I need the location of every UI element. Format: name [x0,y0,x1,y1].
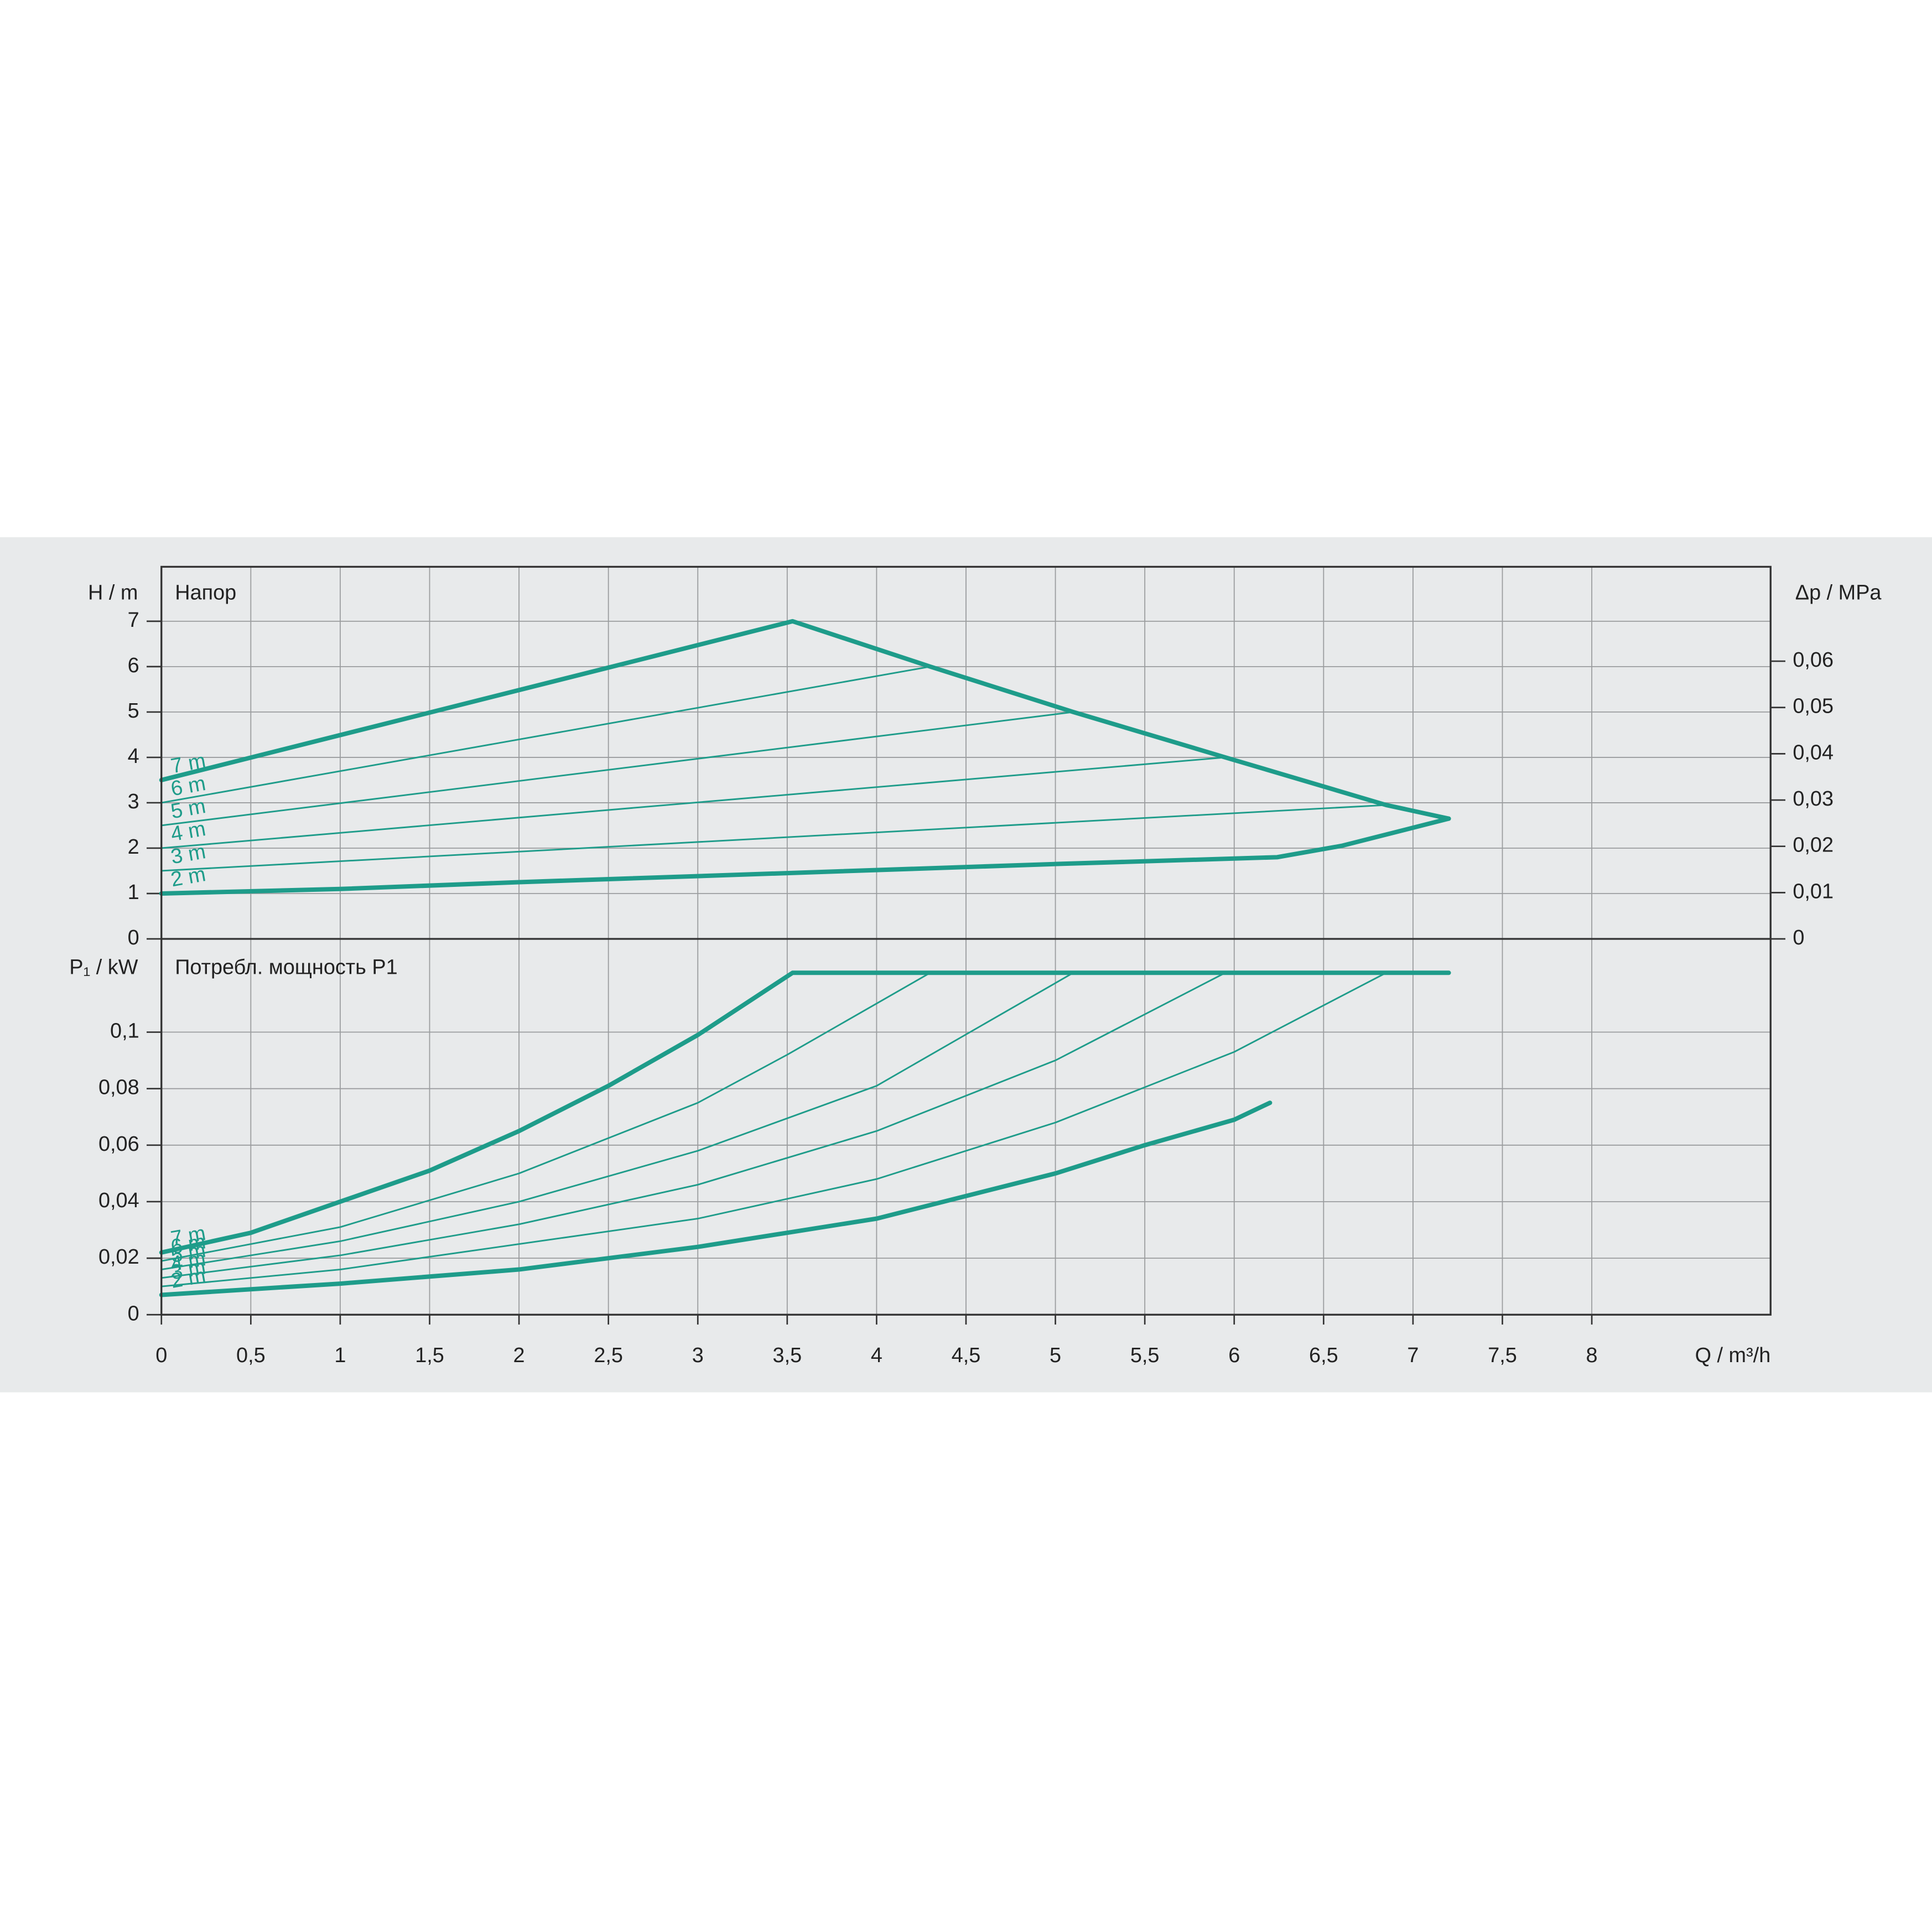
marks: 7 m6 m5 m4 m3 m2 m7 m6 m5 m4 m3 m2 m [159,619,1451,1297]
x-tick-label: 2 [513,1344,525,1367]
series-line [159,816,1451,896]
x-tick-label: 6,5 [1309,1344,1338,1367]
y2-tick-label: 0,03 [1793,787,1834,811]
series-line [160,756,1227,849]
x-tick-label: 0,5 [236,1344,266,1367]
y-tick-label: 0 [128,926,139,949]
y-tick-label: 6 [128,654,139,677]
x-tick-label: 7 [1407,1344,1419,1367]
x-tick-label: 1,5 [415,1344,444,1367]
series-line [160,666,931,804]
y-tick-label: 2 [128,835,139,859]
y-tick-label: 0 [128,1302,139,1325]
x-tick-label: 3,5 [773,1344,802,1367]
y-tick-label: 7 [128,609,139,632]
y-tick-label: 0,08 [98,1076,139,1099]
y-tick-label: 0,1 [110,1020,139,1043]
y-tick-label: 0,06 [98,1133,139,1156]
series-line [160,972,1387,1287]
x-tick-label: 7,5 [1488,1344,1517,1367]
y2-tick-label: 0,06 [1793,648,1834,672]
x-tick-label: 0 [155,1344,167,1367]
x-axis-label: Q / m³/h [1695,1344,1771,1367]
x-tick-label: 4,5 [952,1344,981,1367]
y-tick-label: 5 [128,699,139,723]
y2-axis-label: Δp / MPa [1795,581,1882,604]
x-tick-label: 6 [1228,1344,1240,1367]
y2-tick-label: 0,01 [1793,880,1834,903]
y-tick-label: 0,02 [98,1245,139,1269]
x-tick-label: 5,5 [1130,1344,1160,1367]
plot-frame [160,565,1772,1316]
y-tick-label: 4 [128,745,139,768]
y2-tick-label: 0,04 [1793,741,1834,764]
grid [147,567,1785,1325]
x-tick-label: 8 [1586,1344,1598,1367]
series-line [160,711,1074,827]
y-tick-label: 1 [128,881,139,904]
series-line [160,972,1227,1279]
series-line [160,972,931,1262]
y2-tick-label: 0 [1793,926,1804,949]
x-tick-label: 4 [871,1344,882,1367]
y-tick-label: 0,04 [98,1189,139,1212]
x-tick-label: 3 [692,1344,704,1367]
y2-tick-label: 0,02 [1793,834,1834,857]
series-line [160,804,1387,872]
series-line [159,1100,1273,1297]
panel-title: Потребл. мощность P1 [175,955,397,979]
y2-tick-label: 0,05 [1793,695,1834,718]
series-line [159,970,1451,1255]
x-tick-label: 1 [334,1344,346,1367]
y-tick-label: 3 [128,790,139,813]
y-axis-label: P₁ / kW [69,955,138,979]
x-tick-label: 5 [1050,1344,1061,1367]
series-line [160,972,1074,1270]
x-tick-label: 2,5 [594,1344,623,1367]
y-axis-label: H / m [88,581,138,604]
panel-title: Напор [175,581,236,604]
